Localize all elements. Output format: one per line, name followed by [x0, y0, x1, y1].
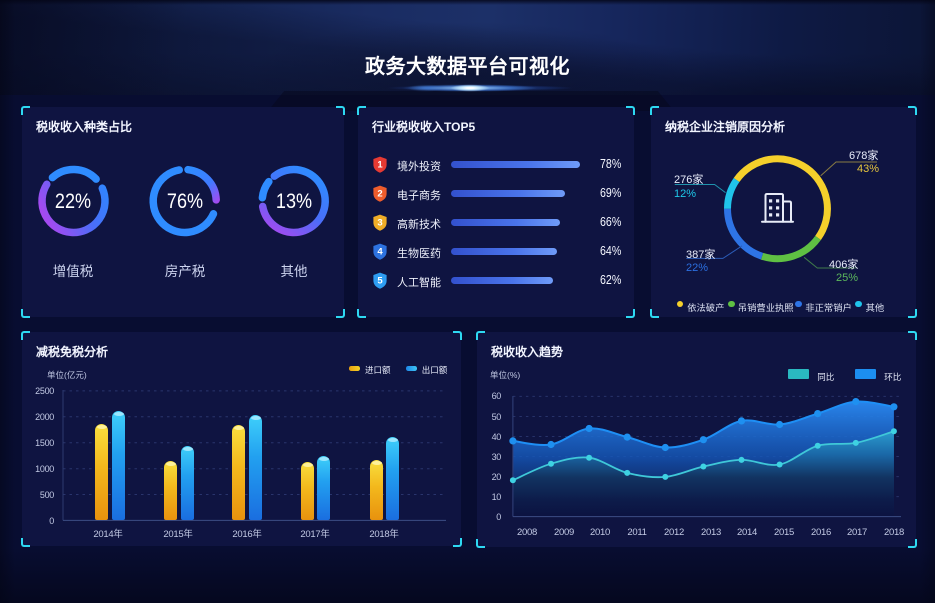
svg-text:3: 3	[377, 218, 382, 229]
svg-text:1: 1	[377, 160, 383, 171]
svg-text:4: 4	[377, 247, 383, 258]
svg-text:2: 2	[377, 189, 382, 200]
svg-text:5: 5	[377, 276, 383, 287]
